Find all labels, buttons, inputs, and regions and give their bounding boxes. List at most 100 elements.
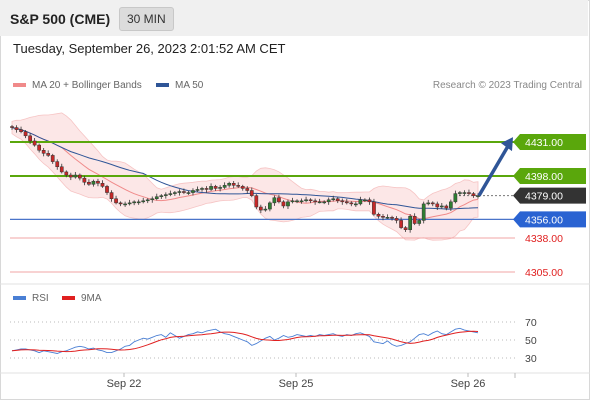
legend-ma50: MA 50	[156, 80, 203, 91]
candle-body	[100, 183, 105, 187]
timestamp: Tuesday, September 26, 2023 2:01:52 AM C…	[13, 41, 286, 56]
candle-body	[335, 198, 340, 202]
candle-body	[163, 194, 168, 196]
candle-body	[421, 203, 426, 221]
candle-body	[381, 216, 385, 218]
legend-swatch	[13, 83, 26, 88]
candle-body	[123, 203, 127, 206]
candle-body	[476, 195, 480, 197]
candle-body	[322, 201, 327, 204]
candle-body	[444, 205, 449, 209]
legend-swatch	[62, 296, 75, 301]
candle-body	[168, 193, 173, 195]
candle-body	[114, 198, 118, 204]
candle-body	[177, 191, 182, 193]
candle-body	[385, 217, 390, 219]
candle-body	[358, 199, 363, 205]
candle-body	[91, 180, 96, 185]
candle-body	[249, 190, 254, 196]
candle-body	[349, 202, 354, 205]
candle-body	[245, 188, 250, 191]
candle-body	[286, 201, 290, 207]
legend-label: MA 20 + Bollinger Bands	[32, 80, 142, 91]
candle-body	[277, 197, 281, 203]
candle-body	[299, 200, 304, 203]
candle-body	[209, 186, 213, 190]
legend-label: 9MA	[81, 293, 102, 304]
bollinger-band	[11, 112, 479, 241]
candle-body	[191, 190, 195, 193]
candle-body	[19, 129, 23, 132]
candle-body	[96, 180, 100, 184]
candle-body	[204, 188, 209, 190]
level-tag-4356-00	[513, 211, 586, 228]
ma50-line	[11, 127, 479, 210]
rsi-line	[11, 327, 479, 354]
candle-body	[68, 174, 73, 178]
copyright-text: Research © 2023 Trading Central	[432, 80, 582, 91]
candle-body	[73, 174, 78, 178]
candle-body	[46, 153, 51, 156]
candle-body	[182, 191, 186, 193]
candle-body	[195, 189, 200, 191]
candle-body	[240, 186, 245, 189]
candle-body	[222, 185, 227, 188]
level-label-4379-00: 4379.00	[525, 191, 563, 203]
candles-group	[10, 124, 480, 233]
chart-header: S&P 500 (CME) 30 MIN	[0, 0, 588, 36]
legend-label: RSI	[32, 293, 49, 304]
candle-body	[227, 183, 232, 186]
candle-body	[132, 201, 137, 204]
forecast-arrow-line	[477, 145, 510, 197]
level-label-4305-00: 4305.00	[525, 267, 563, 279]
candle-body	[403, 227, 408, 230]
candle-body	[37, 144, 41, 151]
candle-body	[55, 161, 60, 168]
candle-body	[390, 217, 394, 219]
candle-body	[231, 183, 236, 186]
candle-body	[326, 199, 331, 203]
forecast-arrow-head	[501, 137, 513, 152]
candle-body	[331, 198, 336, 201]
candle-body	[64, 171, 69, 176]
rsi-level-label: 70	[525, 317, 537, 329]
candle-body	[304, 199, 308, 202]
legend-rsi: RSI	[13, 293, 49, 304]
x-axis-label: Sep 22	[107, 378, 142, 390]
candle-body	[372, 201, 376, 215]
candle-body	[258, 206, 263, 211]
candle-body	[200, 188, 204, 190]
candle-body	[295, 200, 299, 203]
candle-body	[353, 203, 358, 206]
timeframe-button[interactable]: 30 MIN	[119, 7, 174, 31]
candle-body	[109, 192, 114, 199]
candle-body	[32, 140, 37, 146]
candle-body	[78, 174, 82, 179]
candle-body	[28, 135, 32, 142]
candle-body	[236, 185, 241, 187]
candle-body	[290, 200, 295, 203]
candle-body	[272, 197, 277, 204]
candle-body	[150, 198, 155, 201]
x-axis-label: Sep 26	[451, 378, 486, 390]
candle-body	[141, 200, 146, 203]
candle-body	[186, 192, 191, 194]
candle-body	[367, 199, 372, 203]
candle-body	[467, 192, 471, 194]
candle-body	[105, 186, 109, 193]
candle-body	[118, 202, 123, 205]
candle-body	[213, 186, 218, 189]
candle-body	[154, 196, 159, 199]
rsi-level-label: 50	[525, 335, 537, 347]
candle-body	[281, 201, 286, 207]
legend-swatch	[13, 296, 26, 301]
candle-body	[363, 199, 367, 202]
x-axis-label: Sep 25	[279, 378, 314, 390]
candle-body	[145, 199, 150, 202]
candle-body	[317, 201, 322, 204]
candle-body	[376, 213, 381, 217]
symbol-title: S&P 500 (CME)	[10, 11, 111, 27]
candle-body	[439, 205, 444, 208]
level-tag-4431-00	[513, 134, 586, 150]
